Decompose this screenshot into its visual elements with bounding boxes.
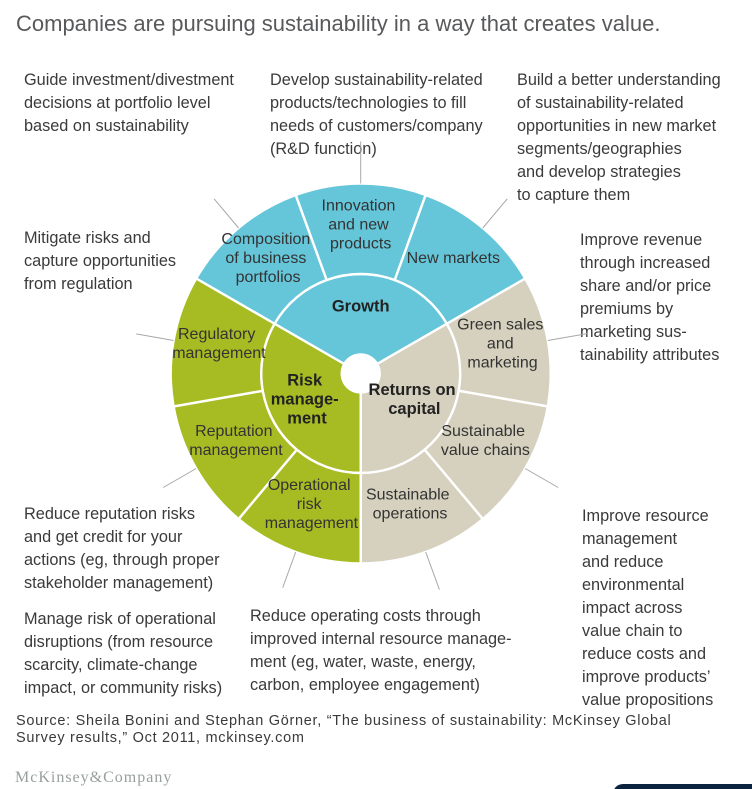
svg-text:New markets: New markets	[407, 250, 500, 267]
svg-text:Innovation and new products: Innovation and new products	[322, 198, 400, 253]
svg-text:Growth: Growth	[332, 298, 390, 316]
